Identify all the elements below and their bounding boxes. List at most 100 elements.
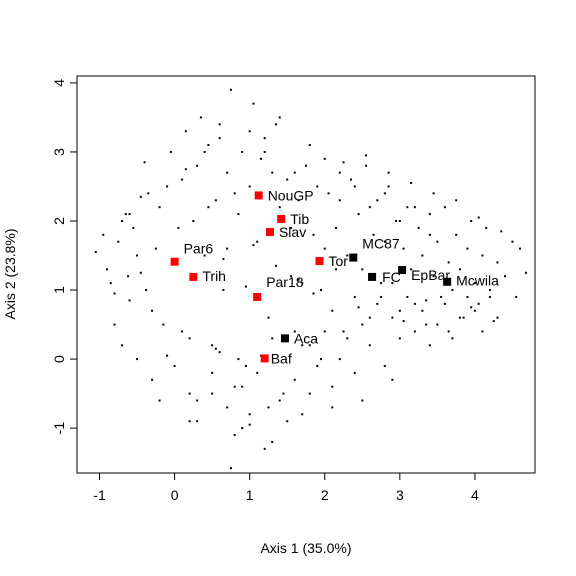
highlighted-point-marker-par6 <box>170 257 179 266</box>
data-point <box>158 399 161 402</box>
data-point <box>331 309 334 312</box>
data-point <box>331 406 334 409</box>
data-point <box>428 213 431 216</box>
data-point <box>428 233 431 236</box>
data-point <box>282 392 285 395</box>
data-point <box>524 271 527 274</box>
data-point <box>154 247 157 250</box>
data-point <box>297 278 300 281</box>
data-point <box>353 371 356 374</box>
data-point <box>470 219 473 222</box>
data-point <box>425 323 428 326</box>
data-point <box>342 330 345 333</box>
data-point <box>289 226 292 229</box>
data-point <box>244 285 247 288</box>
data-point <box>139 271 142 274</box>
data-point <box>293 171 296 174</box>
data-point <box>413 330 416 333</box>
highlighted-point-label-tor: Tor <box>329 253 349 269</box>
data-point <box>365 154 368 157</box>
data-point <box>361 323 364 326</box>
data-point <box>413 206 416 209</box>
data-point <box>391 378 394 381</box>
data-point <box>350 178 353 181</box>
data-point <box>365 164 368 167</box>
highlighted-point-label-trih: Trih <box>202 268 226 284</box>
reference-point-label-epbar: EpBar <box>411 267 450 283</box>
data-point <box>297 199 300 202</box>
data-point <box>252 102 255 105</box>
data-point <box>184 168 187 171</box>
data-point <box>368 206 371 209</box>
data-point <box>353 185 356 188</box>
highlighted-point-marker-nougp <box>254 191 263 200</box>
data-point <box>117 240 120 243</box>
data-point <box>308 344 311 347</box>
data-point <box>406 295 409 298</box>
data-point <box>342 161 345 164</box>
data-point <box>271 440 274 443</box>
reference-point-marker-mc87 <box>349 253 358 262</box>
background-points <box>94 88 527 470</box>
data-point <box>139 195 142 198</box>
data-point <box>432 275 435 278</box>
data-point <box>188 337 191 340</box>
data-point <box>173 364 176 367</box>
data-point <box>428 344 431 347</box>
highlighted-point-marker-tor <box>315 257 324 266</box>
data-point <box>196 164 199 167</box>
data-point <box>436 240 439 243</box>
data-point <box>308 144 311 147</box>
data-point <box>263 150 266 153</box>
reference-point-marker-aca <box>280 334 289 343</box>
data-point <box>286 420 289 423</box>
data-point <box>207 206 210 209</box>
data-point <box>481 330 484 333</box>
data-point <box>312 233 315 236</box>
data-point <box>121 219 124 222</box>
reference-point-label-mcwila: Mcwila <box>456 273 499 289</box>
data-point <box>274 264 277 267</box>
data-point <box>188 392 191 395</box>
highlighted-point-label-par18: Par18 <box>266 274 304 290</box>
data-point <box>440 295 443 298</box>
data-point <box>308 392 311 395</box>
data-point <box>395 219 398 222</box>
data-point <box>338 171 341 174</box>
data-point <box>271 171 274 174</box>
data-point <box>488 295 491 298</box>
data-point <box>312 292 315 295</box>
data-point <box>121 344 124 347</box>
data-point <box>368 344 371 347</box>
data-point <box>410 268 413 271</box>
reference-point-label-mc87: MC87 <box>362 236 400 252</box>
data-point <box>259 157 262 160</box>
data-point <box>113 323 116 326</box>
data-point <box>214 199 217 202</box>
data-point <box>410 182 413 185</box>
data-point <box>327 192 330 195</box>
data-point <box>113 292 116 295</box>
x-tick-label: 0 <box>171 487 179 503</box>
data-point <box>436 323 439 326</box>
data-point <box>301 413 304 416</box>
data-point <box>128 213 131 216</box>
reference-point-label-fc: FC <box>382 269 401 285</box>
data-point <box>301 344 304 347</box>
data-point <box>376 302 379 305</box>
data-point <box>335 268 338 271</box>
data-point <box>391 282 394 285</box>
data-point <box>473 282 476 285</box>
highlighted-point-label-slav: Slav <box>279 224 306 240</box>
data-point <box>274 123 277 126</box>
highlighted-point-label-par6: Par6 <box>184 241 214 257</box>
y-tick-label: -1 <box>51 422 67 435</box>
data-point <box>481 254 484 257</box>
data-point <box>383 240 386 243</box>
data-point <box>376 199 379 202</box>
data-point <box>515 295 518 298</box>
data-point <box>256 240 259 243</box>
data-point <box>199 116 202 119</box>
data-point <box>492 320 495 323</box>
